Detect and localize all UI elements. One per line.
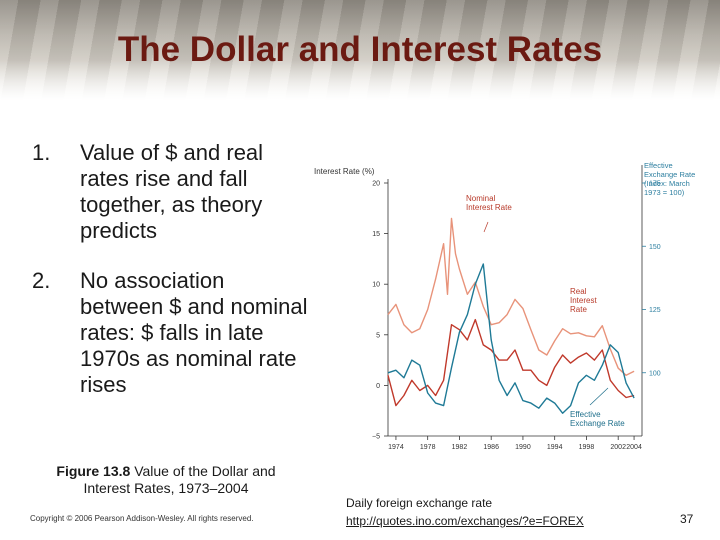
annotation-label: Real <box>570 287 587 296</box>
left-tick-label: 5 <box>376 332 380 339</box>
annotation-label: Nominal <box>466 194 496 203</box>
fx-note: Daily foreign exchange rate <box>346 496 493 510</box>
right-tick-label: 125 <box>649 307 661 314</box>
annotation-label: Exchange Rate <box>570 419 625 428</box>
right-axis-label: Effective <box>644 161 673 170</box>
x-tick-label: 1982 <box>452 444 468 451</box>
x-tick-label: 1998 <box>579 444 595 451</box>
header-banner <box>0 0 720 100</box>
right-axis-label: 1973 = 100) <box>644 188 685 197</box>
x-tick-label: 1974 <box>388 444 404 451</box>
right-tick-label: 150 <box>649 244 661 251</box>
x-tick-label: 1986 <box>483 444 499 451</box>
left-tick-label: 10 <box>372 282 380 289</box>
figure-number: Figure 13.8 <box>56 463 131 479</box>
right-tick-label: 100 <box>649 370 661 377</box>
slide-title: The Dollar and Interest Rates <box>117 30 603 69</box>
right-tick-label: 175 <box>649 181 661 188</box>
annotation-label: Rate <box>570 305 587 314</box>
x-tick-label: 1994 <box>547 444 563 451</box>
annotation-label: Effective <box>570 410 601 419</box>
bullet-text: Value of $ and real rates rise and fall … <box>80 140 264 243</box>
right-axis-label: (Index: March <box>644 179 690 188</box>
fx-link[interactable]: http://quotes.ino.com/exchanges/?e=FOREX <box>346 514 584 528</box>
series-line-nominal-interest-rate <box>387 217 635 376</box>
left-axis-label: Interest Rate (%) <box>314 167 375 176</box>
figure-title: Value of the Dollar and Interest Rates, … <box>83 463 276 496</box>
page-number: 37 <box>680 512 694 526</box>
annotation-pointer <box>483 221 489 233</box>
series-line-effective-exchange-rate <box>387 263 635 414</box>
header-fade <box>0 60 720 100</box>
left-tick-label: −5 <box>372 434 380 441</box>
bullet-number: 1. <box>32 140 51 165</box>
x-tick-label: 1978 <box>420 444 436 451</box>
x-tick-label: 2004 <box>626 444 642 451</box>
annotation-pointer <box>589 387 609 406</box>
figure-caption: Figure 13.8 Value of the Dollar and Inte… <box>46 463 286 497</box>
annotation-label: Interest <box>570 296 597 305</box>
copyright-notice: Copyright © 2006 Pearson Addison-Wesley.… <box>30 514 254 523</box>
bullet-text: No association between $ and nominal rat… <box>80 268 308 397</box>
x-tick-label: 1990 <box>515 444 531 451</box>
series-line-real-interest-rate <box>387 318 635 407</box>
bullet-number: 2. <box>32 268 51 293</box>
right-axis-label: Exchange Rate <box>644 170 695 179</box>
annotation-label: Interest Rate <box>466 203 512 212</box>
left-tick-label: 0 <box>376 383 380 390</box>
left-tick-label: 20 <box>372 181 380 188</box>
x-tick-label: 2002 <box>610 444 626 451</box>
left-tick-label: 15 <box>372 231 380 238</box>
